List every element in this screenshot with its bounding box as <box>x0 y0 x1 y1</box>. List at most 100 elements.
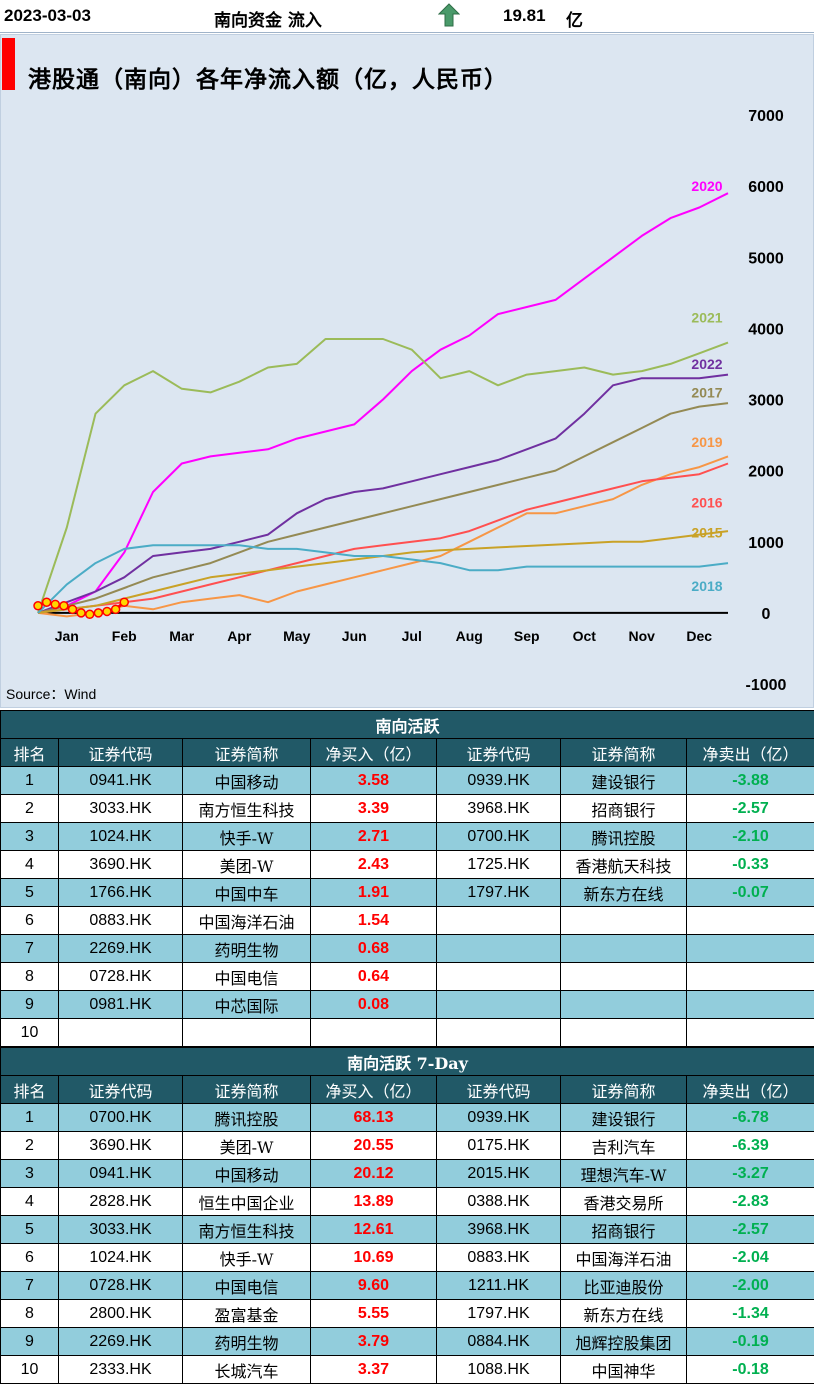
table-cell: 3033.HK <box>58 794 183 823</box>
y-tick-label: 5000 <box>748 250 784 267</box>
table-cell: 3968.HK <box>436 1215 561 1244</box>
table-cell: 3.58 <box>310 766 437 795</box>
table-cell <box>560 990 687 1019</box>
table-cell: -3.88 <box>685 766 814 795</box>
table-cell: 建设银行 <box>560 1103 687 1132</box>
table-cell: 腾讯控股 <box>182 1103 311 1132</box>
table-cell: 2800.HK <box>58 1299 183 1328</box>
table-cell: 建设银行 <box>560 766 687 795</box>
table-cell: 中国电信 <box>182 1271 311 1300</box>
table-cell: -2.04 <box>685 1243 814 1272</box>
table-row: 2 3033.HK 南方恒生科技 3.39 3968.HK 招商银行 -2.57 <box>0 794 814 823</box>
table-cell: 3 <box>0 822 59 851</box>
table-cell: 6 <box>0 906 59 935</box>
table-row: 1 0941.HK 中国移动 3.58 0939.HK 建设银行 -3.88 <box>0 766 814 795</box>
table-cell <box>560 906 687 935</box>
table-cell: 招商银行 <box>560 1215 687 1244</box>
table-cell: 5.55 <box>310 1299 437 1328</box>
table-row: 7 0728.HK 中国电信 9.60 1211.HK 比亚迪股份 -2.00 <box>0 1271 814 1300</box>
table-cell: 香港航天科技 <box>560 850 687 879</box>
table-cell: 0884.HK <box>436 1327 561 1356</box>
table-cell: -2.10 <box>685 822 814 851</box>
table-cell: 1.54 <box>310 906 437 935</box>
table-cell: 0.08 <box>310 990 437 1019</box>
y-tick-label: 0 <box>762 606 771 623</box>
table-row: 8 0728.HK 中国电信 0.64 <box>0 962 814 991</box>
table-cell <box>436 906 561 935</box>
table-cell: 中国神华 <box>560 1355 687 1384</box>
table-cell: 0175.HK <box>436 1131 561 1160</box>
table-cell: 5 <box>0 878 59 907</box>
southbound-active-table: 南向活跃 排名 证券代码 证券简称 净买入（亿） 证券代码 证券简称 净卖出（亿） 1 0941.… <box>0 710 814 1047</box>
title-accent-bar <box>2 38 15 90</box>
table-cell: 理想汽车-W <box>560 1159 687 1188</box>
table-row: 6 0883.HK 中国海洋石油 1.54 <box>0 906 814 935</box>
header-unit: 亿 <box>566 11 583 31</box>
table-cell: 10 <box>0 1355 59 1384</box>
table-cell: 0883.HK <box>58 906 183 935</box>
table-cell: -1.34 <box>685 1299 814 1328</box>
series-line-2019 <box>37 455 729 618</box>
table-cell: -2.57 <box>685 1215 814 1244</box>
table-cell <box>685 934 814 963</box>
data-point-2023 <box>119 597 129 607</box>
table-cell: -0.07 <box>685 878 814 907</box>
table-row: 7 2269.HK 药明生物 0.68 <box>0 934 814 963</box>
table-row: 5 1766.HK 中国中车 1.91 1797.HK 新东方在线 -0.07 <box>0 878 814 907</box>
table-cell: 2 <box>0 794 59 823</box>
table-cell <box>685 1018 814 1047</box>
table-cell: 6 <box>0 1243 59 1272</box>
table-cell: 3 <box>0 1159 59 1188</box>
table-cell: 2.71 <box>310 822 437 851</box>
table-row: 4 3690.HK 美团-W 2.43 1725.HK 香港航天科技 -0.33 <box>0 850 814 879</box>
table-cell: 1797.HK <box>436 878 561 907</box>
table-cell: -2.83 <box>685 1187 814 1216</box>
table-cell: 0.68 <box>310 934 437 963</box>
table-cell: 9 <box>0 990 59 1019</box>
table-cell <box>685 962 814 991</box>
data-point-2023 <box>59 601 69 611</box>
table-cell <box>560 1018 687 1047</box>
table-cell: 8 <box>0 962 59 991</box>
table-cell: 中国海洋石油 <box>182 906 311 935</box>
table-cell: -2.00 <box>685 1271 814 1300</box>
table-row: 6 1024.HK 快手-W 10.69 0883.HK 中国海洋石油 -2.04 <box>0 1243 814 1272</box>
table-row: 3 0941.HK 中国移动 20.12 2015.HK 理想汽车-W -3.27 <box>0 1159 814 1188</box>
x-tick-label: Aug <box>456 628 483 644</box>
table-cell: -0.18 <box>685 1355 814 1384</box>
column-header: 证券代码 <box>58 738 183 767</box>
x-tick-label: Jan <box>55 628 79 644</box>
table-row: 5 3033.HK 南方恒生科技 12.61 3968.HK 招商银行 -2.57 <box>0 1215 814 1244</box>
header-date: 2023-03-03 <box>4 6 91 25</box>
table-row: 10 <box>0 1018 814 1047</box>
column-header: 证券简称 <box>182 1075 311 1104</box>
table-cell: 南方恒生科技 <box>182 794 311 823</box>
table-cell: 2 <box>0 1131 59 1160</box>
table-cell: 12.61 <box>310 1215 437 1244</box>
table-cell: -6.78 <box>685 1103 814 1132</box>
column-header: 净买入（亿） <box>310 738 437 767</box>
column-header: 证券简称 <box>182 738 311 767</box>
table-cell: 长城汽车 <box>182 1355 311 1384</box>
column-header: 证券代码 <box>436 1075 561 1104</box>
table-cell: 1766.HK <box>58 878 183 907</box>
table-cell: 1797.HK <box>436 1299 561 1328</box>
table-cell <box>560 962 687 991</box>
section-title: 南向活跃 <box>0 710 814 739</box>
data-point-2023 <box>93 608 104 618</box>
series-label-2017: 2017 <box>691 384 722 400</box>
table-cell: 吉利汽车 <box>560 1131 687 1160</box>
table-cell: 1.91 <box>310 878 437 907</box>
table-cell: 68.13 <box>310 1103 437 1132</box>
data-point-2023 <box>85 609 95 620</box>
table-cell: 4 <box>0 1187 59 1216</box>
table-cell: 3.79 <box>310 1327 437 1356</box>
table-cell: 中国移动 <box>182 1159 311 1188</box>
table-cell: 3033.HK <box>58 1215 183 1244</box>
data-point-2023 <box>50 599 60 610</box>
table-cell: 中国海洋石油 <box>560 1243 687 1272</box>
series-line-2016 <box>37 462 729 614</box>
table-cell: 腾讯控股 <box>560 822 687 851</box>
table-cell: 香港交易所 <box>560 1187 687 1216</box>
table-cell: 2269.HK <box>58 934 183 963</box>
